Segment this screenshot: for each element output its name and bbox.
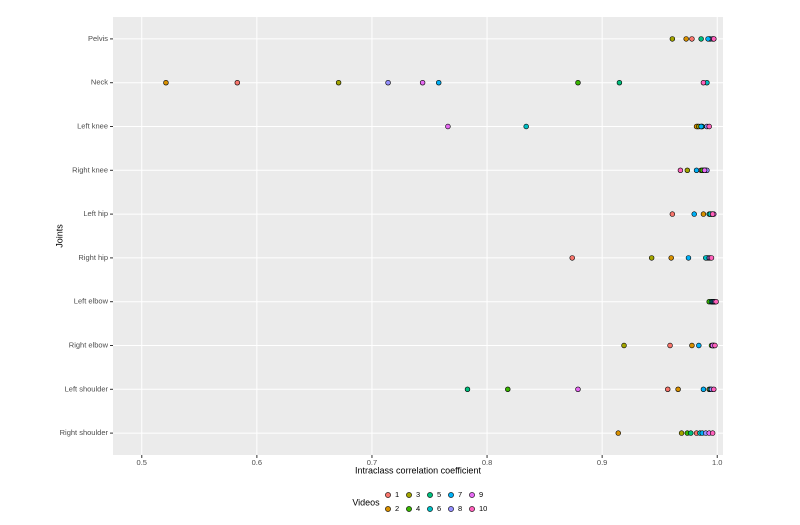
point [464, 386, 471, 392]
point [708, 255, 715, 261]
y-tick-label: Right hip [78, 253, 108, 262]
point [698, 123, 704, 130]
point [665, 386, 671, 392]
point [700, 386, 707, 392]
y-tick-label: Right elbow [69, 340, 109, 349]
point [616, 79, 623, 86]
point [709, 211, 716, 217]
panel [113, 17, 723, 455]
legend-title: Videos [352, 497, 380, 507]
x-tick-label: 0.7 [367, 458, 377, 467]
y-axis-title: Joints [54, 224, 64, 248]
legend-swatch [406, 492, 412, 498]
legend-swatch [385, 492, 391, 498]
legend-label: 2 [395, 504, 399, 513]
point [712, 342, 718, 349]
legend-swatch [469, 506, 475, 512]
legend-swatch [406, 506, 412, 512]
point [575, 386, 581, 392]
point [691, 211, 697, 217]
point [505, 386, 511, 392]
y-tick-label: Left hip [83, 209, 108, 218]
legend-swatch [385, 506, 391, 512]
legend-swatch [427, 492, 433, 498]
legend-label: 3 [416, 490, 420, 499]
point [523, 123, 529, 130]
y-tick-label: Left knee [77, 121, 108, 130]
point [683, 36, 689, 42]
point [675, 386, 681, 392]
point [648, 255, 655, 261]
point [436, 79, 442, 86]
x-axis-title: Intraclass correlation coefficient [355, 465, 481, 475]
x-tick-label: 1.0 [712, 458, 722, 467]
point [689, 36, 695, 42]
point [689, 342, 695, 349]
x-tick-label: 0.5 [137, 458, 147, 467]
y-tick-label: Right shoulder [60, 428, 109, 437]
legend-label: 4 [416, 504, 420, 513]
point [615, 430, 621, 436]
point [419, 79, 426, 86]
point [706, 123, 712, 130]
legend-label: 9 [479, 490, 483, 499]
legend-swatch [448, 492, 454, 498]
point [709, 430, 716, 436]
point [701, 167, 708, 174]
point [713, 299, 719, 305]
y-tick-label: Left elbow [74, 297, 109, 306]
point [575, 79, 581, 86]
y-tick-label: Neck [91, 78, 108, 87]
point [621, 342, 627, 349]
point [711, 386, 717, 392]
x-tick-label: 0.6 [252, 458, 262, 467]
point [685, 255, 692, 261]
x-tick-label: 0.9 [597, 458, 607, 467]
point [696, 342, 702, 349]
point [688, 430, 694, 436]
legend-swatch [427, 506, 433, 512]
point [669, 36, 676, 42]
point [569, 255, 575, 261]
point [677, 167, 684, 174]
legend-label: 10 [479, 504, 487, 513]
point [668, 255, 674, 261]
point [678, 430, 685, 436]
point [385, 79, 391, 86]
point [163, 79, 169, 86]
point [669, 211, 676, 217]
y-tick-label: Left shoulder [65, 384, 109, 393]
point [667, 342, 673, 349]
point [700, 79, 707, 86]
point [698, 36, 704, 42]
y-tick-label: Pelvis [88, 34, 108, 43]
point [705, 36, 711, 42]
legend-label: 5 [437, 490, 441, 499]
point [234, 79, 241, 86]
legend-swatch [448, 506, 454, 512]
legend-label: 1 [395, 490, 399, 499]
point [445, 123, 451, 130]
point [335, 79, 342, 86]
y-tick-label: Right knee [72, 165, 108, 174]
point [693, 167, 700, 174]
point [700, 211, 707, 217]
legend-label: 7 [458, 490, 462, 499]
legend-label: 8 [458, 504, 462, 513]
point [711, 36, 717, 42]
point [684, 167, 691, 174]
x-tick-label: 0.8 [482, 458, 492, 467]
legend-swatch [469, 492, 475, 498]
legend-label: 6 [437, 504, 441, 513]
